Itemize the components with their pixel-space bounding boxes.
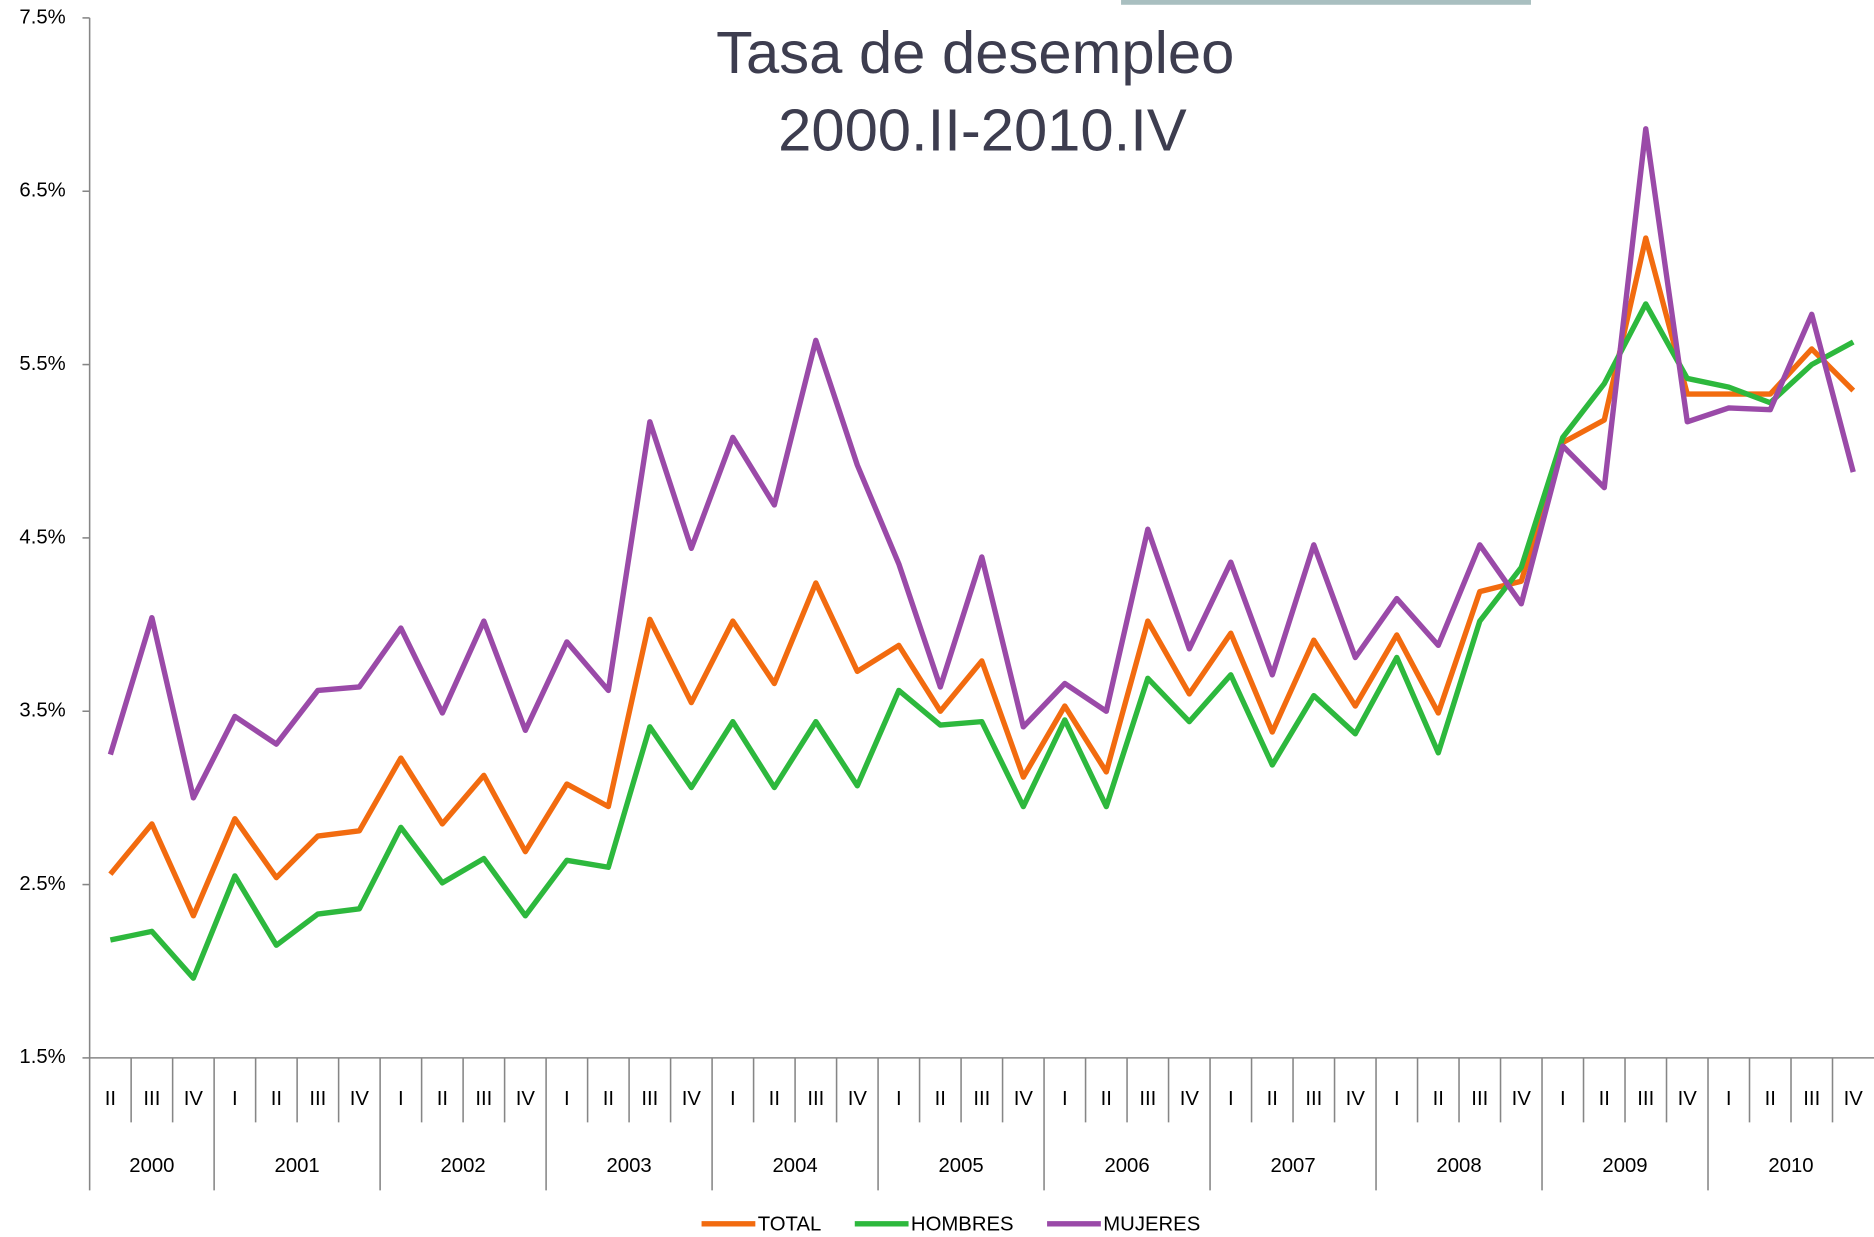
x-tick-label: I — [398, 1088, 404, 1110]
x-tick-label: IV — [184, 1088, 204, 1110]
x-tick-label: IV — [1180, 1088, 1200, 1110]
x-tick-label: III — [1305, 1088, 1322, 1110]
x-tick-label: IV — [1346, 1088, 1366, 1110]
series-line — [107, 126, 1856, 801]
x-tick-label: II — [935, 1088, 946, 1110]
year-label: 2006 — [1104, 1155, 1149, 1177]
x-tick-label: I — [1394, 1088, 1400, 1110]
legend-label: TOTAL — [758, 1213, 822, 1235]
x-tick-label: IV — [1678, 1088, 1698, 1110]
x-tick-label: I — [1560, 1088, 1566, 1110]
x-tick-label: II — [271, 1088, 282, 1110]
x-tick-label: II — [1267, 1088, 1278, 1110]
series-line — [109, 301, 1855, 981]
x-tick-label: II — [1765, 1088, 1776, 1110]
x-tick-label: IV — [848, 1088, 868, 1110]
year-label: 2007 — [1270, 1155, 1315, 1177]
year-label: 2004 — [772, 1155, 817, 1177]
chart-subtitle: 2000.II-2010.IV — [778, 97, 1187, 164]
x-tick-label: I — [1228, 1088, 1234, 1110]
year-label: 2001 — [275, 1155, 320, 1177]
x-tick-label: IV — [682, 1088, 702, 1110]
x-tick-label: III — [807, 1088, 824, 1110]
x-tick-label: II — [437, 1088, 448, 1110]
x-tick-label: IV — [1512, 1088, 1532, 1110]
year-label: 2005 — [938, 1155, 983, 1177]
x-tick-label: III — [973, 1088, 990, 1110]
year-label: 2000 — [129, 1155, 174, 1177]
x-tick-label: III — [143, 1088, 160, 1110]
year-label: 2002 — [441, 1155, 486, 1177]
y-tick-label: 2.5% — [19, 873, 65, 895]
x-tick-label: II — [1101, 1088, 1112, 1110]
x-tick-label: II — [1433, 1088, 1444, 1110]
legend-label: HOMBRES — [911, 1213, 1014, 1235]
y-tick-label: 3.5% — [19, 700, 65, 722]
x-tick-label: I — [564, 1088, 570, 1110]
x-tick-label: III — [1139, 1088, 1156, 1110]
x-tick-label: IV — [1014, 1088, 1034, 1110]
x-tick-label: I — [730, 1088, 736, 1110]
year-label: 2010 — [1768, 1155, 1813, 1177]
year-label: 2008 — [1436, 1155, 1481, 1177]
x-tick-label: II — [105, 1088, 116, 1110]
chart-title: Tasa de desempleo — [716, 19, 1234, 86]
x-tick-label: III — [475, 1088, 492, 1110]
x-tick-label: I — [232, 1088, 238, 1110]
x-tick-label: I — [1062, 1088, 1068, 1110]
year-label: 2009 — [1602, 1155, 1647, 1177]
x-tick-label: III — [1471, 1088, 1488, 1110]
x-tick-label: IV — [516, 1088, 536, 1110]
decor-bar — [1121, 0, 1531, 5]
x-tick-label: I — [896, 1088, 902, 1110]
x-tick-label: III — [309, 1088, 326, 1110]
x-tick-label: I — [1726, 1088, 1732, 1110]
y-tick-label: 6.5% — [19, 180, 65, 202]
y-tick-label: 4.5% — [19, 526, 65, 548]
x-tick-label: III — [641, 1088, 658, 1110]
x-tick-label: II — [769, 1088, 780, 1110]
x-tick-label: III — [1637, 1088, 1654, 1110]
y-tick-label: 5.5% — [19, 353, 65, 375]
year-label: 2003 — [607, 1155, 652, 1177]
y-tick-label: 1.5% — [19, 1046, 65, 1068]
series-line — [108, 235, 1856, 919]
y-tick-label: 7.5% — [19, 6, 65, 28]
x-tick-label: II — [603, 1088, 614, 1110]
x-tick-label: IV — [350, 1088, 370, 1110]
x-tick-label: IV — [1844, 1088, 1864, 1110]
x-tick-label: II — [1599, 1088, 1610, 1110]
legend-label: MUJERES — [1103, 1213, 1200, 1235]
x-tick-label: III — [1803, 1088, 1820, 1110]
